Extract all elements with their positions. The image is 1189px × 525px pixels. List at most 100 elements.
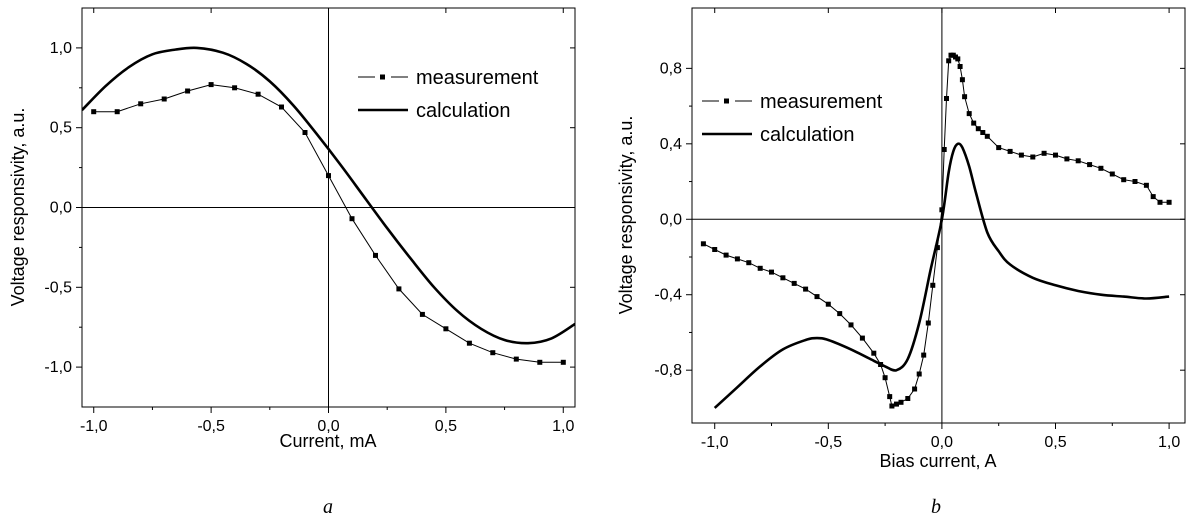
data-point-measurement — [955, 56, 961, 62]
data-point-measurement — [791, 280, 797, 286]
y-tick-label: 0,0 — [660, 211, 682, 228]
data-point-measurement — [373, 252, 378, 258]
data-point-measurement — [957, 64, 963, 69]
data-point-measurement — [1018, 152, 1024, 158]
plot-frame — [691, 7, 1186, 424]
data-point-measurement — [859, 335, 865, 341]
x-tick-label: -1,0 — [80, 418, 108, 435]
y-tick-label: 0,8 — [660, 60, 682, 77]
y-tick-label: 0,0 — [50, 200, 72, 217]
data-point-measurement — [723, 252, 729, 258]
data-point-measurement — [161, 96, 167, 102]
data-point-measurement — [1150, 194, 1156, 200]
legend: measurement calculation — [702, 91, 883, 146]
data-point-measurement — [712, 247, 718, 252]
data-point-measurement — [934, 245, 940, 251]
y-tick-label: 0,5 — [50, 120, 72, 137]
data-point-measurement — [700, 241, 706, 247]
data-point-measurement — [302, 130, 308, 135]
data-point-measurement — [825, 301, 831, 307]
y-tick-label: -0,4 — [654, 287, 682, 304]
data-point-measurement — [1030, 154, 1036, 160]
legend-label-measurement: measurement — [416, 67, 539, 89]
x-axis-label: Bias current, A — [879, 451, 996, 471]
panel-label: b — [931, 496, 941, 518]
data-point-measurement — [966, 111, 972, 117]
data-point-measurement — [930, 282, 936, 288]
data-point-measurement — [971, 120, 977, 126]
data-point-measurement — [889, 403, 895, 409]
data-point-measurement — [443, 326, 449, 332]
data-point-measurement — [560, 359, 566, 365]
plot-area — [700, 52, 1172, 409]
data-point-measurement — [734, 256, 740, 262]
data-point-measurement — [255, 91, 261, 97]
data-point-measurement — [939, 207, 945, 213]
data-point-measurement — [944, 96, 949, 101]
data-point-measurement — [769, 269, 774, 275]
data-point-measurement — [349, 216, 355, 222]
data-point-measurement — [946, 58, 952, 64]
y-axis-label: Voltage responsivity, a.u. — [616, 116, 636, 315]
data-point-measurement — [882, 375, 888, 381]
data-point-measurement — [996, 145, 1002, 151]
legend-label-calculation: calculation — [416, 100, 511, 122]
data-point-measurement — [984, 133, 990, 139]
data-point-measurement — [814, 294, 820, 300]
plot-area — [82, 46, 575, 365]
data-point-measurement — [1121, 177, 1127, 183]
data-point-measurement — [1053, 152, 1058, 158]
data-point-measurement — [1007, 148, 1013, 154]
data-point-measurement — [1157, 199, 1163, 205]
x-tick-label: -1,0 — [701, 434, 729, 451]
data-point-measurement — [803, 286, 809, 292]
legend-label-calculation: calculation — [760, 124, 855, 146]
legend-label-measurement: measurement — [760, 91, 883, 113]
data-point-measurement — [1098, 165, 1104, 171]
data-point-measurement — [1075, 158, 1081, 164]
data-point-measurement — [921, 352, 927, 358]
x-tick-label: 0,0 — [931, 434, 953, 451]
data-point-measurement — [962, 94, 968, 100]
data-point-measurement — [91, 109, 97, 115]
data-point-measurement — [396, 286, 402, 292]
series-line-calculation — [713, 142, 1170, 409]
data-point-measurement — [114, 109, 120, 115]
legend-marker-measurement — [380, 74, 385, 80]
data-point-measurement — [232, 85, 238, 91]
y-tick-label: 1,0 — [50, 40, 72, 57]
x-axis-label: Current, mA — [279, 431, 376, 451]
data-point-measurement — [326, 173, 331, 179]
data-point-measurement — [537, 359, 543, 365]
data-point-measurement — [887, 394, 893, 400]
data-point-measurement — [466, 340, 472, 346]
legend-marker-measurement — [724, 98, 729, 104]
data-point-measurement — [848, 322, 854, 328]
data-point-measurement — [1143, 182, 1149, 188]
data-point-measurement — [208, 82, 214, 88]
x-tick-label: 1,0 — [1158, 434, 1180, 451]
data-point-measurement — [757, 265, 763, 271]
data-point-measurement — [925, 320, 931, 326]
data-point-measurement — [980, 130, 986, 135]
data-point-measurement — [959, 77, 965, 83]
chart-panel-b: -1,0 -0,5 0,0 0,5 1,0 -0,8 -0,4 0,0 0,4 0,8 measur… — [616, 7, 1186, 518]
data-point-measurement — [746, 260, 752, 266]
x-tick-label: 0,5 — [435, 418, 457, 435]
y-tick-label: -1,0 — [44, 359, 72, 376]
data-point-measurement — [912, 386, 918, 392]
chart-panel-a: -1,0 -0,5 0,0 0,5 1,0 -1,0 -0,5 0,0 0,5 1,0 measur… — [8, 7, 576, 518]
panel-label: a — [323, 496, 333, 518]
data-point-measurement — [905, 396, 911, 401]
data-point-measurement — [916, 371, 922, 377]
x-tick-label: 0,0 — [317, 418, 339, 435]
data-point-measurement — [1132, 179, 1138, 184]
data-point-measurement — [419, 311, 425, 317]
data-point-measurement — [185, 88, 191, 94]
data-point-measurement — [894, 401, 899, 407]
data-point-measurement — [1064, 156, 1070, 162]
data-point-measurement — [898, 399, 904, 405]
data-point-measurement — [513, 356, 519, 362]
data-point-measurement — [780, 275, 786, 281]
